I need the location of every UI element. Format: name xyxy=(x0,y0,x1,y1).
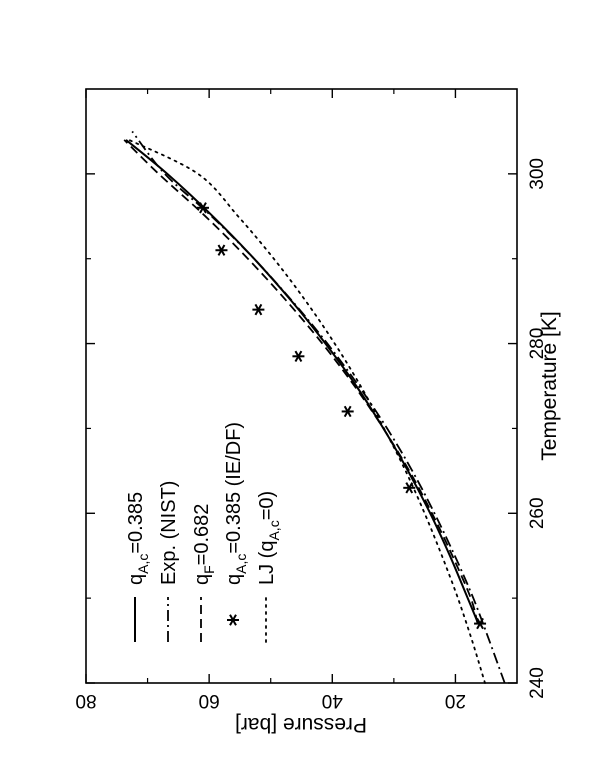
x-tick-label: 300 xyxy=(527,158,548,190)
series-line-lj xyxy=(128,139,486,684)
legend-label-text: Exp. (NIST) xyxy=(158,481,180,585)
legend-symbol-ie xyxy=(227,614,239,626)
axes: 240 260 280 300 20 40 60 80 xyxy=(75,89,548,711)
legend-label-tail: =0.385 xyxy=(125,492,147,554)
legend-label-tail: =0.385 (IE/DF) xyxy=(223,422,245,554)
y-tick-label: 20 xyxy=(445,690,466,711)
series-layer xyxy=(123,130,506,684)
plot-frame xyxy=(85,88,518,684)
x-axis-label: Temperature [K] xyxy=(538,311,561,460)
legend-label-lj: LJ (qA,c=0) xyxy=(256,491,282,585)
y-axis-label: Pressure [bar] xyxy=(235,713,367,736)
legend-label-tail: =0.682 xyxy=(191,504,213,566)
legend-label-text: q xyxy=(191,574,213,585)
y-tick-label: 60 xyxy=(199,690,220,711)
legend-label-qac: qA,c=0.385 xyxy=(125,492,151,585)
series-line-qf xyxy=(123,139,479,624)
x-tick-label: 240 xyxy=(527,667,548,699)
data-point-ie xyxy=(474,617,487,630)
legend-label-subscript: F xyxy=(201,565,217,574)
legend-label-text: q xyxy=(223,574,245,585)
data-point-ie xyxy=(215,244,228,256)
legend-label-qf: qF=0.682 xyxy=(191,504,217,585)
x-tick-label: 280 xyxy=(527,328,548,360)
data-point-ie xyxy=(196,202,209,214)
data-point-ie xyxy=(252,303,265,316)
series-line-exp xyxy=(131,130,506,684)
x-tick-label: 260 xyxy=(527,497,548,529)
legend-label-text: LJ (q xyxy=(256,541,278,585)
legend-label-ie: qA,c=0.385 (IE/DF) xyxy=(223,422,249,585)
legend: qA,c=0.385 Exp. (NIST) qF=0.682qA,c=0.385 … xyxy=(125,422,282,643)
legend-label-tail: =0) xyxy=(256,491,278,520)
y-tick-label: 40 xyxy=(322,690,343,711)
data-point-ie xyxy=(341,405,354,418)
data-point-ie xyxy=(292,350,305,362)
legend-label-subscript: A,c xyxy=(233,554,249,574)
legend-label-text: q xyxy=(125,574,147,585)
y-tick-label: 80 xyxy=(75,690,96,711)
legend-label-exp: Exp. (NIST) xyxy=(158,481,180,585)
legend-label-subscript: A,c xyxy=(135,554,151,574)
legend-label-subscript: A,c xyxy=(266,520,282,540)
